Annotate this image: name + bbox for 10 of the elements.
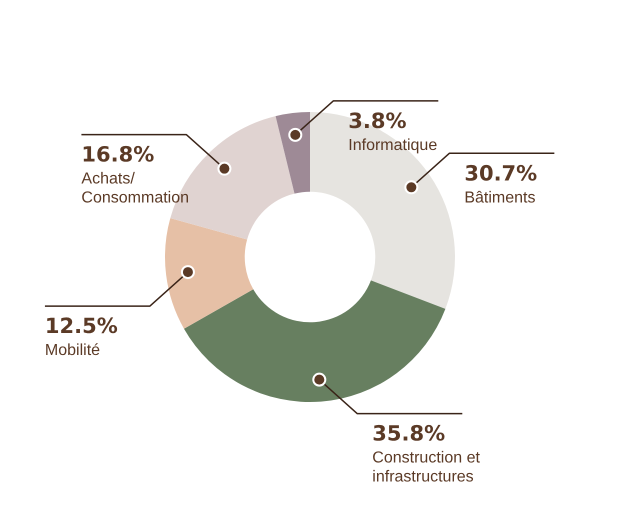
data-label: 12.5% [44, 314, 118, 338]
slice-label: Informatique [348, 136, 438, 154]
slice-label: Mobilité [44, 342, 100, 360]
data-label: 16.8% [81, 142, 154, 167]
data-label: 3.8% [348, 108, 407, 133]
slice-label: Achats/ Consommation [81, 170, 190, 207]
slice-label: Construction et infrastructures [372, 450, 480, 486]
data-label: 35.8% [372, 422, 446, 446]
data-label: 30.7% [464, 161, 538, 186]
slice-label: Bâtiments [464, 189, 536, 206]
